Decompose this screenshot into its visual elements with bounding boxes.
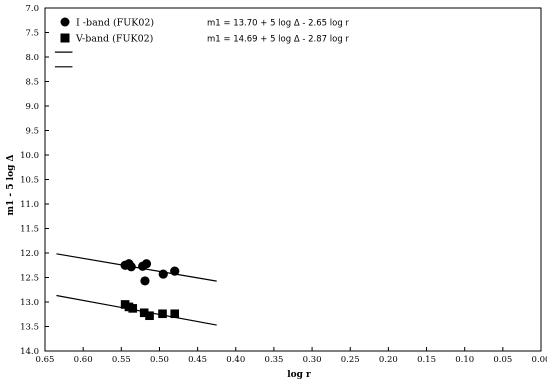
y-tick-label: 7.0 (25, 4, 39, 14)
x-tick-label: 0.15 (417, 355, 436, 365)
x-tick-label: 0.65 (36, 355, 55, 365)
data-point-square (170, 309, 180, 319)
y-tick-label: 8.0 (25, 53, 39, 63)
fit-lines (54, 51, 217, 326)
x-tick-label: 0.55 (112, 355, 131, 365)
y-tick-label: 11.0 (20, 200, 39, 210)
y-tick-label: 13.0 (20, 298, 39, 308)
data-point-square (128, 304, 138, 313)
y-axis-label: m1 - 5 log Δ (6, 154, 16, 215)
x-tick-label: 0.60 (74, 355, 93, 365)
x-tick-label: 0.45 (188, 355, 207, 365)
data-point-square (158, 309, 167, 319)
data-markers (120, 259, 180, 321)
data-point-circle (158, 269, 168, 279)
x-tick-label: 0.40 (226, 355, 245, 365)
x-axis: 0.65 0.60 0.55 0.50 0.45 0.40 0.35 0.30 0.25 0.20… (36, 347, 547, 365)
y-axis: 7.0 7.5 8.0 8.5 9.0 9.5 10.0 10.5 11.0 11.5 12.0 12… (20, 4, 49, 357)
y-tick-label: 10.5 (20, 176, 39, 186)
plot-area (44, 7, 542, 352)
x-tick-label: 0.05 (493, 355, 512, 365)
fit-line (56, 253, 217, 282)
y-tick-label: 10.0 (20, 151, 39, 161)
y-tick-label: 8.5 (25, 78, 39, 88)
legend-formula: m1 = 14.69 + 5 log Δ - 2.87 log r (207, 35, 349, 45)
x-tick-label: 0.30 (303, 355, 322, 365)
x-tick-label: 0.35 (264, 355, 283, 365)
y-tick-label: 14.0 (20, 347, 39, 357)
data-point-square (145, 311, 154, 321)
legend-square-marker (60, 33, 70, 43)
legend: I -band (FUK02) m1 = 13.70 + 5 log Δ - 2.… (60, 17, 349, 45)
y-tick-label: 11.5 (20, 225, 39, 235)
data-point-circle (141, 259, 152, 269)
y-tick-label: 13.5 (20, 323, 39, 333)
legend-series-name: V-band (FUK02) (75, 34, 153, 45)
data-point-circle (126, 262, 136, 272)
x-tick-label: 0.20 (379, 355, 398, 365)
y-tick-label: 7.5 (25, 29, 39, 39)
legend-series-name: I -band (FUK02) (76, 18, 154, 29)
x-tick-label: 0.50 (150, 355, 169, 365)
x-tick-label: 0.10 (455, 355, 474, 365)
x-axis-label: log r (287, 370, 311, 379)
x-tick-label: 0.25 (341, 355, 360, 365)
x-tick-label: 0.00 (532, 355, 547, 365)
plot-border (44, 7, 542, 352)
y-tick-label: 12.5 (20, 274, 39, 284)
legend-formula: m1 = 13.70 + 5 log Δ - 2.65 log r (207, 19, 349, 29)
y-tick-label: 9.0 (25, 102, 39, 112)
y-tick-label: 12.0 (20, 249, 39, 259)
data-point-square (139, 308, 149, 318)
data-point-circle (140, 276, 150, 286)
data-point-circle (170, 266, 180, 276)
legend-circle-marker (60, 17, 70, 27)
y-tick-label: 9.5 (25, 127, 39, 137)
